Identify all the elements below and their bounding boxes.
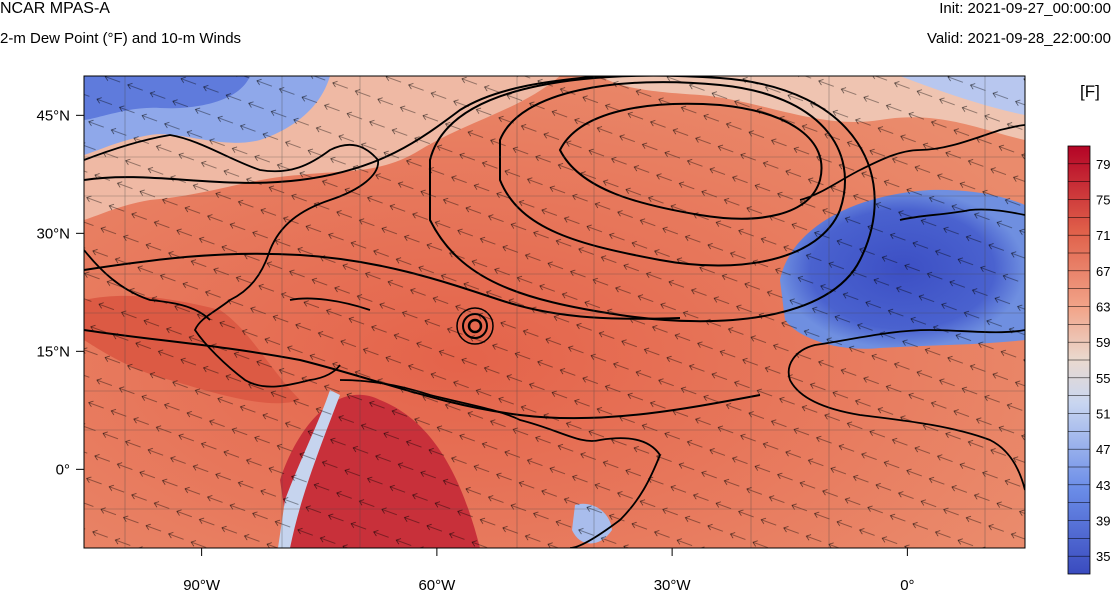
- graticule: [84, 76, 1025, 548]
- y-tick-label: 30°N: [36, 225, 70, 242]
- colorbar-label: 59: [1096, 335, 1110, 350]
- iberia-coast: [799, 124, 1025, 201]
- colorbar-label: 55: [1096, 371, 1110, 386]
- hurricane-eye: [467, 318, 483, 334]
- west-africa-coast: [787, 329, 1025, 491]
- colorbar-label: 39: [1096, 514, 1110, 529]
- y-tick-label: 0°: [56, 461, 70, 478]
- wind-vectors: [84, 76, 1025, 548]
- axis-ticks: 90°W 60°W 30°W 0° 45°N 30°N 15°N 0°: [36, 107, 914, 594]
- colorbar-label: 51: [1096, 407, 1110, 422]
- hurricane: [456, 307, 494, 345]
- map-field: [84, 76, 1025, 548]
- colorbar-label: 75: [1096, 193, 1110, 208]
- cuba-coast: [289, 297, 371, 311]
- equatorial-isobar: [84, 329, 761, 420]
- colorbar-label: 79: [1096, 157, 1110, 172]
- colorbar: [F] 79 75 71 67 63 59 55 51 47 43 39 35: [1067, 82, 1110, 575]
- field-title: 2-m Dew Point (°F) and 10-m Winds: [0, 30, 242, 47]
- isobars: [84, 76, 876, 420]
- tropical-isobar: [84, 252, 681, 320]
- y-tick-label: 45°N: [36, 107, 70, 124]
- x-tick-label: 90°W: [183, 577, 221, 594]
- northern-isobar: [84, 76, 601, 184]
- x-tick-label: 30°W: [654, 577, 692, 594]
- hurricane-ring-outer: [456, 307, 494, 345]
- colorbar-label: 63: [1096, 300, 1110, 315]
- init-time: Init: 2021-09-27_00:00:00: [939, 0, 1111, 17]
- azores-high-inner: [558, 102, 823, 220]
- colorbar-label: 67: [1096, 264, 1110, 279]
- y-tick-label: 15°N: [36, 343, 70, 360]
- colorbar-label: 71: [1096, 228, 1110, 243]
- azores-high-outer: [429, 76, 876, 323]
- azores-high-mid: [499, 81, 846, 267]
- hurricane-ring-mid: [462, 313, 488, 339]
- colorbar-label: 43: [1096, 478, 1110, 493]
- colorbar-label: 47: [1096, 442, 1110, 457]
- valid-time: Valid: 2021-09-28_22:00:00: [926, 30, 1111, 47]
- colorbar-unit: [F]: [1080, 82, 1100, 101]
- north-africa-coast: [899, 208, 1025, 221]
- model-title: NCAR MPAS-A: [0, 0, 110, 17]
- north-america-coast: [84, 134, 379, 388]
- x-tick-label: 60°W: [418, 577, 456, 594]
- gulf-coast: [84, 249, 211, 321]
- map-frame: [83, 75, 1026, 549]
- colorbar-label: 35: [1096, 549, 1110, 564]
- x-tick-label: 0°: [900, 577, 914, 594]
